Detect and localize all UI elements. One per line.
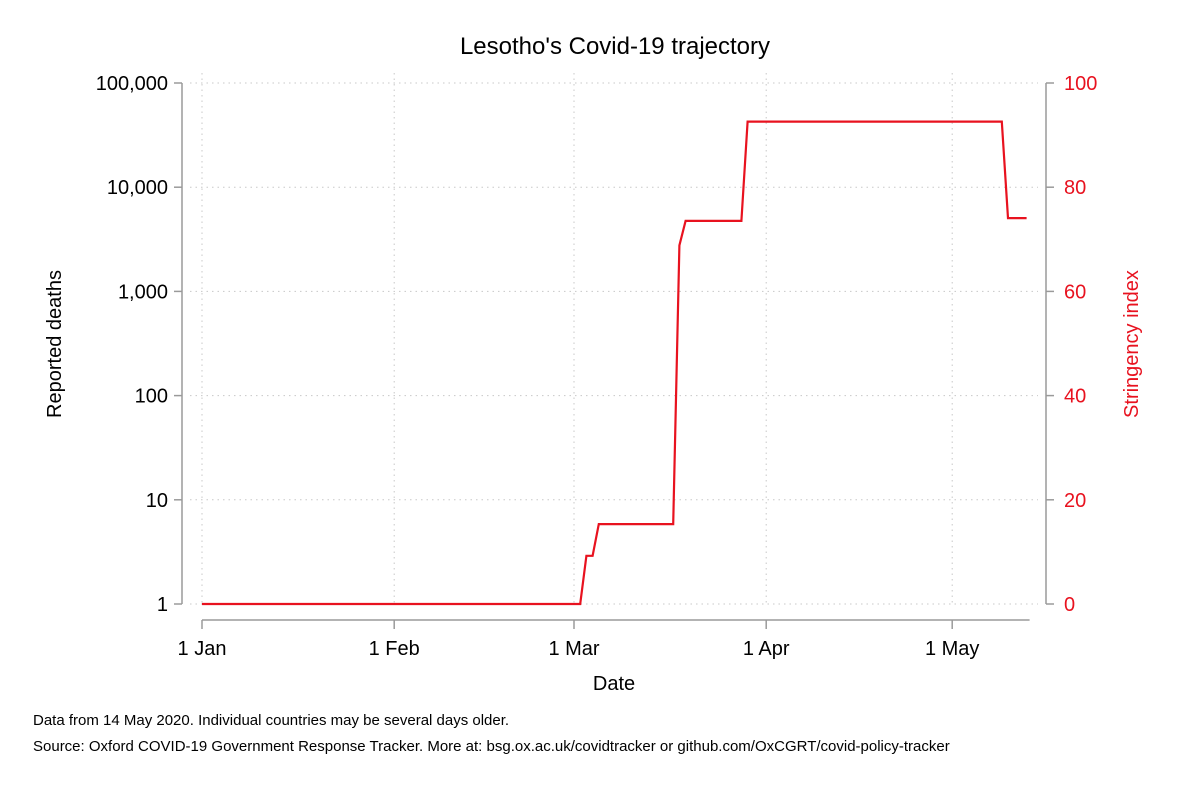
y-axis-left-label: Reported deaths (44, 270, 66, 418)
y-axis-right-label: Stringency index (1121, 270, 1143, 418)
series-line-stringency (202, 120, 1027, 606)
y-right-tick-label: 40 (1064, 386, 1086, 408)
x-tick-label: 1 Apr (743, 638, 790, 660)
x-tick-label: 1 Jan (178, 638, 227, 660)
x-tick-label: 1 Mar (548, 638, 599, 660)
y-left-tick-label: 100,000 (96, 73, 168, 95)
y-right-tick-label: 80 (1064, 177, 1086, 199)
y-right-tick-label: 60 (1064, 281, 1086, 303)
chart-title: Lesotho's Covid-19 trajectory (460, 33, 770, 60)
y-left-tick-label: 1 (157, 594, 168, 616)
y-right-tick-label: 20 (1064, 490, 1086, 512)
y-right-tick-label: 100 (1064, 73, 1097, 95)
ticks: 1 10 100 1,000 10,000 100,000 0 20 40 60 80 100 1 Ja… (96, 73, 1098, 660)
axes (181, 83, 1047, 621)
footnote-source: Source: Oxford COVID-19 Government Respo… (33, 738, 950, 755)
x-axis-label: Date (593, 673, 635, 695)
y-left-tick-label: 100 (135, 386, 168, 408)
footnote-data-date: Data from 14 May 2020. Individual countr… (33, 712, 510, 729)
y-left-tick-label: 10 (146, 490, 168, 512)
x-tick-label: 1 May (925, 638, 979, 660)
x-tick-label: 1 Feb (369, 638, 420, 660)
y-right-tick-label: 0 (1064, 594, 1075, 616)
series (202, 120, 1027, 606)
y-left-tick-label: 1,000 (118, 281, 168, 303)
y-left-tick-label: 10,000 (107, 177, 168, 199)
grid (190, 73, 1038, 605)
